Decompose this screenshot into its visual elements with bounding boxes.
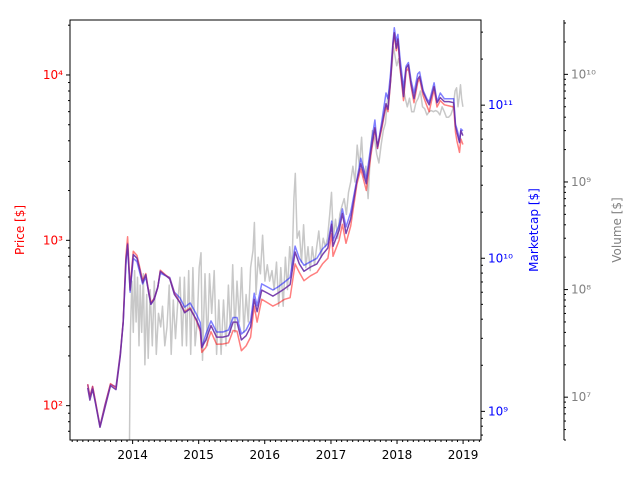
marketcap-tick-label: 10¹⁰ [488, 251, 513, 265]
volume-tick-label: 10⁸ [571, 283, 591, 297]
x-tick-label: 2014 [117, 448, 148, 462]
marketcap-axis-label: Marketcap [$] [527, 188, 541, 272]
price-axis: 10² 10³ 10⁴ [43, 24, 70, 432]
overlap-line [86, 32, 464, 429]
price-axis-label: Price [$] [13, 205, 27, 255]
price-tick-label: 10² [43, 399, 63, 413]
x-tick-label: 2018 [382, 448, 413, 462]
x-tick-label: 2017 [316, 448, 347, 462]
volume-tick-label: 10¹⁰ [571, 67, 596, 81]
x-axis: 2014 2015 2016 2017 2018 2019 [71, 440, 480, 462]
x-tick-label: 2015 [183, 448, 214, 462]
marketcap-tick-label: 10⁹ [488, 404, 508, 418]
x-tick-label: 2019 [448, 448, 479, 462]
volume-axis: 10⁷ 10⁸ 10⁹ 10¹⁰ [564, 22, 596, 441]
marketcap-axis: 10⁹ 10¹⁰ 10¹¹ [481, 31, 513, 436]
series-layer [86, 27, 464, 441]
volume-tick-label: 10⁷ [571, 390, 591, 404]
volume-tick-label: 10⁹ [571, 175, 591, 189]
marketcap-line [86, 27, 464, 427]
marketcap-tick-label: 10¹¹ [488, 98, 513, 112]
x-tick-label: 2016 [249, 448, 280, 462]
volume-axis-label: Volume [$] [610, 197, 624, 262]
price-tick-label: 10⁴ [43, 68, 63, 82]
price-tick-label: 10³ [43, 233, 63, 247]
